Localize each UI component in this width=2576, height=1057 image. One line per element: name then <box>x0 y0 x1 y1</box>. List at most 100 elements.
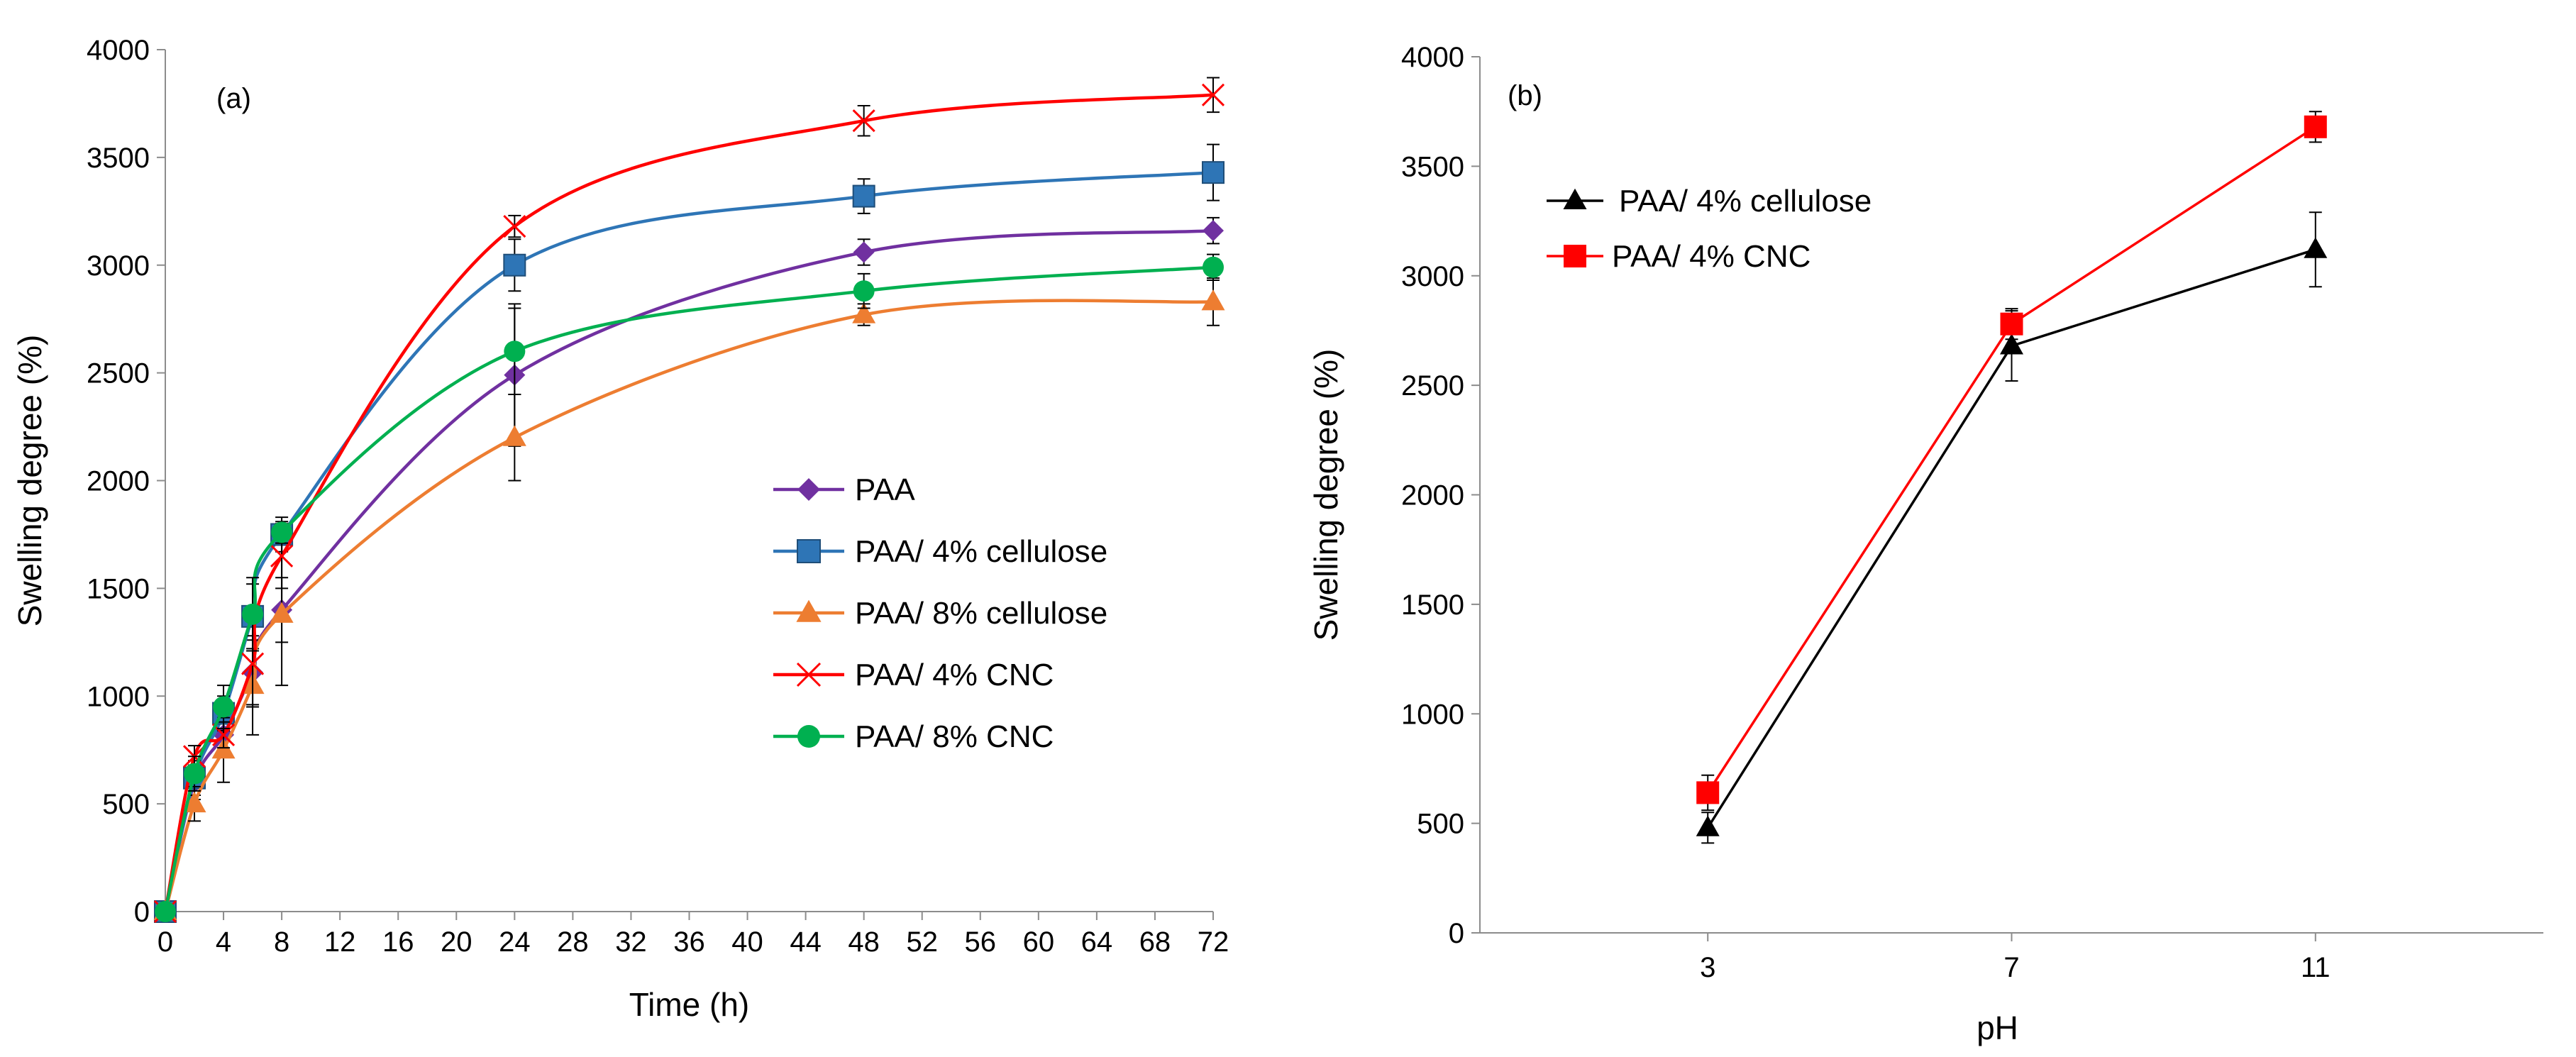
data-point <box>853 241 875 263</box>
series-1 <box>1696 111 2327 812</box>
panel-label-a: (a) <box>216 83 251 114</box>
x-tick-label: 16 <box>382 926 414 958</box>
y-tick-label: 500 <box>1417 809 1464 840</box>
x-tick-label: 52 <box>906 926 938 958</box>
data-point <box>2304 115 2327 138</box>
data-point <box>241 652 265 675</box>
series-0 <box>1696 211 2328 844</box>
x-axis-title: Time (h) <box>629 986 750 1023</box>
legend-marker <box>797 539 821 563</box>
data-point <box>1201 83 1225 106</box>
x-tick-label: 11 <box>2301 952 2331 983</box>
x-tick-label: 8 <box>274 926 289 958</box>
legend-marker <box>1563 188 1587 209</box>
y-tick-label: 2500 <box>87 358 150 389</box>
x-tick-label: 4 <box>216 926 231 958</box>
data-point <box>502 425 526 446</box>
y-tick-label: 2000 <box>87 466 150 497</box>
series-line <box>163 170 1214 912</box>
y-tick-label: 1500 <box>87 573 150 604</box>
data-point <box>270 602 294 623</box>
legend-marker <box>797 478 820 501</box>
y-tick-label: 1000 <box>87 681 150 712</box>
data-point <box>2000 312 2023 336</box>
series-line <box>163 93 1214 912</box>
data-point <box>852 109 875 133</box>
x-tick-label: 20 <box>441 926 472 958</box>
data-point <box>155 901 176 922</box>
y-tick-label: 0 <box>1449 918 1464 949</box>
x-tick-label: 44 <box>790 926 822 958</box>
legend-marker <box>797 725 820 748</box>
legend-marker <box>1564 245 1586 267</box>
x-tick-label: 24 <box>499 926 531 958</box>
legend-label: PAA/ 4% cellulose <box>1619 184 1872 218</box>
chart-b: 0 500 1000 1500 2000 2500 3000 3500 4000 3 7 11 pH Sw… <box>1308 42 2543 1046</box>
data-point <box>242 603 264 625</box>
y-tick-label: 3000 <box>87 250 150 282</box>
legend-b: PAA/ 4% cellulose PAA/ 4% CNC <box>1547 184 1872 274</box>
legend-label: PAA/ 8% CNC <box>855 719 1054 754</box>
data-point <box>211 723 236 746</box>
series-line <box>1706 126 2316 794</box>
data-point <box>1696 781 1720 804</box>
data-point <box>1203 256 1224 278</box>
series-1 <box>154 143 1225 923</box>
y-tick-label: 1000 <box>1401 699 1464 730</box>
series-0 <box>155 216 1224 922</box>
data-point <box>504 341 526 363</box>
data-point <box>182 791 206 813</box>
x-tick-label: 12 <box>324 926 356 958</box>
x-tick-label: 64 <box>1081 926 1113 958</box>
series-4 <box>155 253 1224 922</box>
legend-marker <box>796 599 822 622</box>
data-point <box>1202 161 1225 184</box>
data-point <box>853 280 875 302</box>
chart-b-layer: 0 500 1000 1500 2000 2500 3000 3500 4000 3 7 11 pH Sw… <box>1308 42 2543 1046</box>
legend-label: PAA/ 4% cellulose <box>855 534 1107 569</box>
legend-label: PAA/ 4% CNC <box>855 658 1054 692</box>
data-point <box>503 253 526 277</box>
legend-marker <box>796 662 822 687</box>
legend-label: PAA/ 8% cellulose <box>855 596 1107 631</box>
data-point <box>2304 237 2328 258</box>
series-line <box>163 228 1214 912</box>
y-tick-label: 1500 <box>1401 590 1464 621</box>
x-tick-label: 7 <box>2003 952 2019 983</box>
x-tick-label: 72 <box>1198 926 1229 958</box>
data-point <box>213 696 235 718</box>
y-tick-label: 0 <box>134 897 150 928</box>
data-point <box>503 215 526 238</box>
legend-label: PAA <box>855 472 915 507</box>
x-tick-label: 3 <box>1700 952 1715 983</box>
series-line <box>163 299 1214 912</box>
y-tick-label: 500 <box>102 789 150 820</box>
x-tick-label: 40 <box>731 926 763 958</box>
data-point <box>270 544 294 568</box>
data-point <box>2000 333 2023 355</box>
x-tick-label: 56 <box>965 926 997 958</box>
y-axis-title: Swelling degree (%) <box>11 335 48 627</box>
y-tick-label: 2000 <box>1401 480 1464 511</box>
data-point <box>1203 220 1224 242</box>
y-tick-label: 4000 <box>87 35 150 66</box>
y-tick-label: 2500 <box>1401 370 1464 402</box>
series-line <box>163 265 1214 912</box>
legend-label: PAA/ 4% CNC <box>1612 239 1811 274</box>
x-tick-label: 0 <box>157 926 173 958</box>
data-point <box>852 302 876 323</box>
y-axis-title: Swelling degree (%) <box>1308 349 1344 641</box>
data-point <box>1201 289 1225 311</box>
data-point <box>852 184 875 208</box>
data-point <box>184 763 206 785</box>
panel-label-b: (b) <box>1508 80 1542 111</box>
data-point <box>271 521 293 543</box>
y-tick-label: 3000 <box>1401 261 1464 292</box>
x-tick-label: 60 <box>1023 926 1055 958</box>
legend-a: PAA PAA/ 4% cellulose PAA/ 8% cellulose PAA… <box>773 472 1107 754</box>
x-tick-label: 48 <box>848 926 880 958</box>
x-tick-label: 28 <box>557 926 589 958</box>
x-tick-label: 68 <box>1139 926 1171 958</box>
